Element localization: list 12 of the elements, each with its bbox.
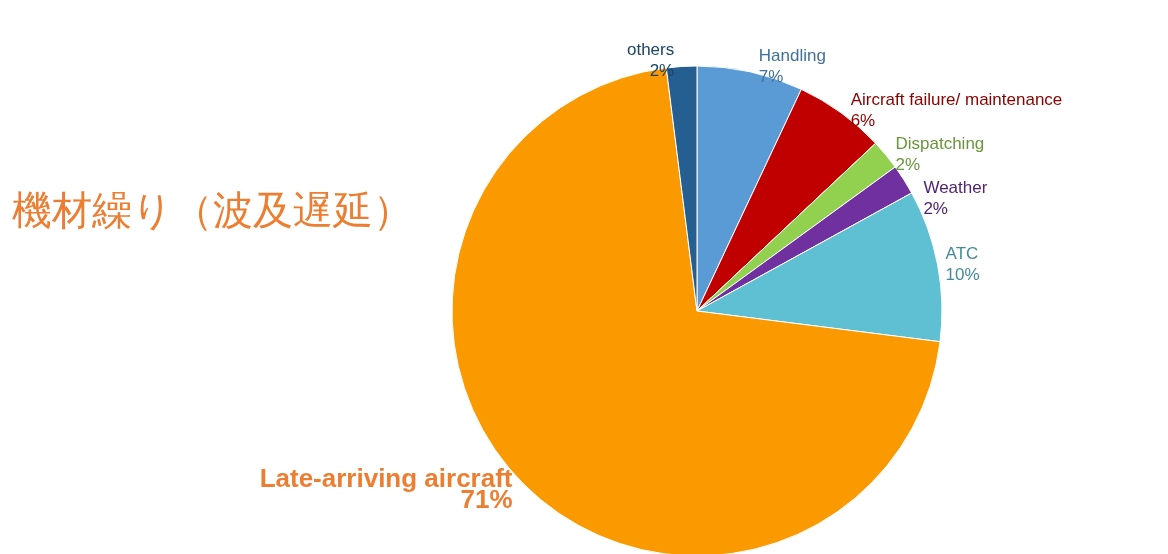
slice-label: Dispatching	[895, 134, 985, 154]
data-label: 2%	[895, 155, 921, 175]
slice-label: Aircraft failure/ maintenance	[850, 90, 1063, 110]
text: 機材繰り（波及遅延）	[12, 187, 413, 233]
data-label: 2%	[649, 61, 675, 81]
slice-label: ATC	[945, 243, 979, 263]
slice-label: Weather	[923, 178, 988, 198]
data-label: 10%	[945, 264, 980, 284]
slice-label: Handling	[758, 46, 826, 66]
data-label: 6%	[850, 111, 876, 131]
data-label: 2%	[923, 199, 948, 219]
slice-label: others	[626, 40, 675, 60]
